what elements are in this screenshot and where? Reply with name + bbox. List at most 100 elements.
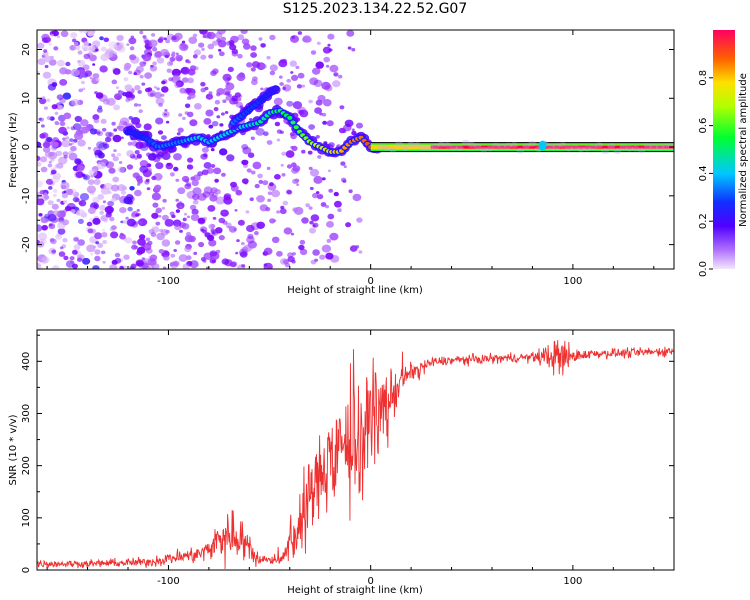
noise-blob bbox=[107, 200, 114, 207]
noise-blob bbox=[209, 251, 214, 255]
noise-blob bbox=[181, 40, 186, 44]
noise-blob bbox=[97, 242, 104, 248]
noise-blob bbox=[156, 57, 165, 64]
noise-blob bbox=[305, 203, 311, 208]
noise-blob bbox=[315, 61, 325, 69]
noise-blob bbox=[116, 34, 124, 42]
noise-blob bbox=[236, 97, 242, 102]
noise-blob bbox=[250, 67, 256, 72]
noise-blob bbox=[92, 63, 96, 66]
band-noise bbox=[455, 145, 464, 151]
band-noise bbox=[516, 147, 525, 154]
noise-blob bbox=[338, 127, 346, 134]
y-tick-label: -20 bbox=[21, 236, 32, 252]
noise-blob bbox=[102, 200, 106, 204]
noise-blob bbox=[133, 103, 139, 107]
noise-blob bbox=[38, 213, 43, 217]
noise-blob bbox=[156, 87, 160, 91]
noise-blob bbox=[162, 198, 167, 203]
noise-blob bbox=[77, 239, 85, 246]
noise-blob bbox=[212, 68, 219, 74]
noise-blob bbox=[315, 135, 320, 139]
noise-blob bbox=[141, 257, 145, 261]
noise-blob bbox=[229, 261, 237, 268]
noise-blob bbox=[203, 118, 212, 125]
noise-blob bbox=[87, 31, 94, 37]
noise-blob bbox=[281, 173, 286, 177]
noise-blob bbox=[186, 215, 191, 219]
spectrogram-marks bbox=[37, 30, 674, 269]
noise-blob bbox=[102, 239, 108, 245]
noise-blob bbox=[37, 155, 41, 162]
noise-blob bbox=[322, 120, 327, 125]
noise-blob bbox=[254, 231, 259, 236]
noise-blob bbox=[184, 111, 189, 115]
noise-blob bbox=[153, 86, 158, 89]
band-noise bbox=[631, 145, 640, 152]
noise-blob bbox=[74, 158, 82, 165]
noise-blob bbox=[177, 127, 184, 133]
noise-blob bbox=[81, 126, 90, 134]
band-noise bbox=[443, 142, 452, 149]
band-noise bbox=[425, 144, 434, 151]
noise-blob bbox=[276, 138, 281, 142]
noise-blob bbox=[64, 69, 72, 75]
noise-blob bbox=[41, 124, 45, 128]
noise-blob bbox=[118, 120, 127, 128]
noise-blob bbox=[108, 167, 116, 174]
noise-blob bbox=[200, 81, 206, 87]
noise-blob bbox=[114, 257, 122, 264]
noise-blob bbox=[235, 101, 243, 108]
noise-blob bbox=[77, 50, 83, 55]
noise-blob bbox=[117, 166, 125, 173]
noise-blob bbox=[269, 34, 276, 41]
noise-blob bbox=[312, 192, 319, 199]
noise-blob bbox=[276, 250, 283, 257]
noise-blob bbox=[308, 99, 313, 104]
colorbar-tick-label: 0.4 bbox=[698, 165, 709, 181]
noise-blob bbox=[292, 101, 303, 110]
noise-blob bbox=[182, 77, 189, 83]
noise-blob bbox=[310, 214, 320, 222]
noise-blob bbox=[40, 238, 44, 242]
noise-blob bbox=[171, 68, 181, 77]
colorbar: 0.0 0.2 0.4 0.6 0.8 Normalized spectral ampl… bbox=[698, 30, 749, 277]
noise-blob bbox=[61, 219, 70, 226]
noise-blob bbox=[301, 149, 306, 154]
band-noise bbox=[522, 143, 531, 149]
noise-blob bbox=[133, 245, 139, 250]
band-noise bbox=[619, 144, 628, 151]
noise-blob bbox=[241, 144, 249, 150]
noise-blob bbox=[266, 166, 271, 170]
y-tick-label: 300 bbox=[21, 404, 32, 423]
noise-blob bbox=[176, 56, 182, 62]
noise-blob bbox=[100, 53, 110, 62]
noise-blob bbox=[113, 104, 121, 111]
noise-blob bbox=[166, 61, 174, 67]
noise-blob bbox=[40, 257, 49, 264]
noise-blob bbox=[158, 249, 165, 254]
noise-blob bbox=[70, 145, 77, 152]
noise-blob bbox=[101, 228, 106, 232]
noise-blob bbox=[109, 216, 115, 222]
noise-blob bbox=[84, 70, 93, 77]
band-noise bbox=[498, 143, 507, 150]
noise-blob bbox=[179, 205, 183, 209]
noise-blob bbox=[187, 60, 191, 64]
noise-blob bbox=[37, 262, 41, 268]
band-noise bbox=[613, 148, 622, 154]
noise-blob bbox=[325, 252, 334, 260]
noise-blob bbox=[279, 75, 283, 79]
noise-blob bbox=[117, 152, 122, 157]
noise-blob bbox=[62, 92, 72, 100]
band-noise bbox=[449, 144, 458, 151]
noise-blob bbox=[59, 246, 64, 250]
noise-blob bbox=[122, 220, 128, 224]
noise-blob bbox=[173, 166, 179, 172]
y-tick-label: -10 bbox=[21, 188, 32, 204]
noise-blob bbox=[95, 241, 100, 245]
x-tick-label: 0 bbox=[367, 276, 373, 287]
noise-blob bbox=[191, 208, 199, 215]
noise-blob bbox=[63, 155, 68, 159]
